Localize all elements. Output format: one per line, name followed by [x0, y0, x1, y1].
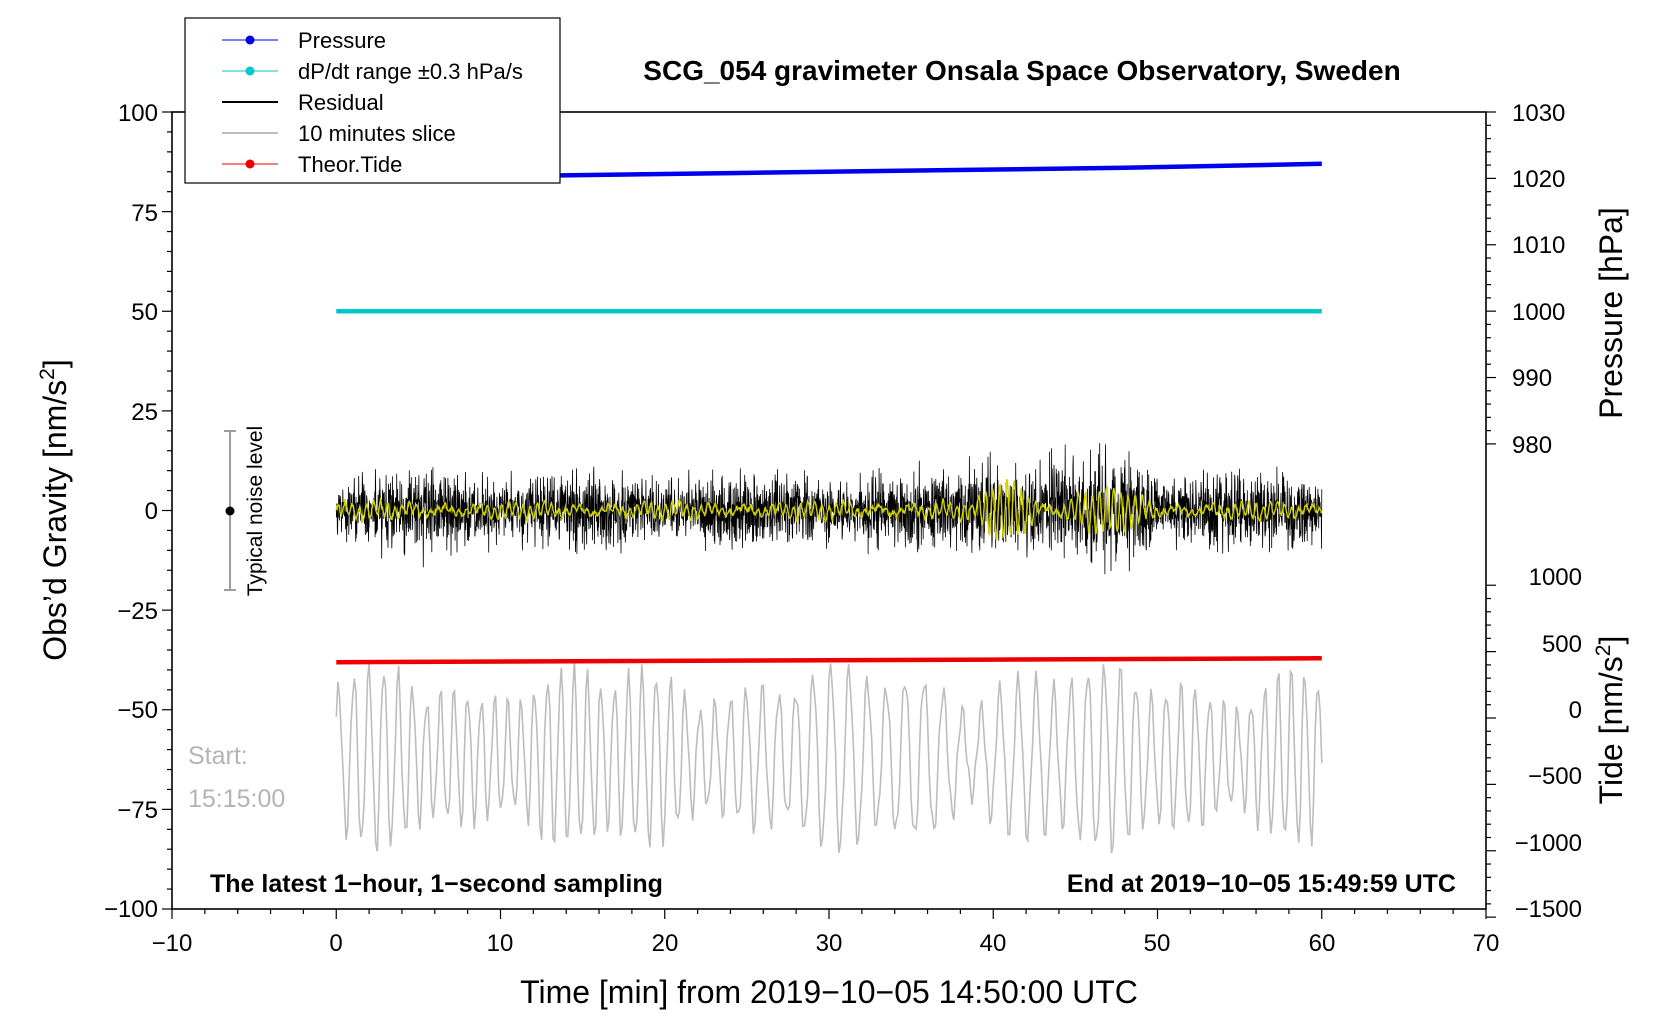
noise-center-dot	[225, 506, 235, 516]
x-tick-label: 10	[487, 930, 514, 957]
ticks-layer	[162, 111, 1496, 919]
legend-entry-slice: 10 minutes slice	[222, 121, 456, 146]
y-left-tick-label: 100	[118, 100, 158, 127]
legend-entry-tide: Theor.Tide	[222, 152, 402, 177]
legend-marker-pressure	[245, 35, 255, 45]
chart-title: SCG_054 gravimeter Onsala Space Observat…	[643, 55, 1400, 86]
x-tick-label: 70	[1473, 930, 1500, 957]
y-left-tick-label: −100	[104, 896, 158, 923]
pressure-tick-label: 1000	[1512, 299, 1565, 326]
pressure-tick-label: 1030	[1512, 100, 1565, 127]
pressure-tick-label: 1020	[1512, 166, 1565, 193]
x-tick-label: 50	[1144, 930, 1171, 957]
residual-filtered-series-line	[335, 478, 1323, 540]
x-tick-label: 0	[329, 930, 342, 957]
y-left-tick-label: −25	[117, 598, 158, 625]
y-pressure-tick-labels: 1030 1020 1010 1000 990 980	[1512, 100, 1565, 459]
y-left-tick-label: 0	[145, 498, 158, 525]
y-left-label-end: ]	[37, 359, 73, 368]
legend-label-tide: Theor.Tide	[298, 152, 402, 177]
y-left-tick-label: −75	[117, 797, 158, 824]
legend-entry-residual: Residual	[222, 90, 384, 115]
tide-tick-label: 1000	[1529, 564, 1582, 591]
y-left-tick-labels: 100 75 50 25 0 −25 −50 −75 −100	[104, 100, 158, 923]
tide-label-end: ]	[1593, 636, 1629, 645]
x-axis-label: Time [min] from 2019−10−05 14:50:00 UTC	[520, 974, 1138, 1010]
tide-tick-label: 0	[1569, 697, 1582, 724]
tide-label-main: Tide [nm/s	[1593, 656, 1629, 804]
y-left-tick-label: 75	[131, 200, 158, 227]
y-left-label-main: Obs’d Gravity [nm/s	[37, 380, 73, 661]
legend-marker-tide	[245, 159, 255, 169]
legend-marker-dpdt	[245, 66, 255, 76]
start-time: 15:15:00	[188, 785, 285, 813]
start-label: Start:	[188, 742, 248, 770]
legend-entry-pressure: Pressure	[222, 28, 386, 53]
legend-entry-dpdt: dP/dt range ±0.3 hPa/s	[222, 59, 523, 84]
y-left-tick-label: 25	[131, 399, 158, 426]
legend-label-residual: Residual	[298, 90, 384, 115]
y-left-tick-label: −50	[117, 697, 158, 724]
x-tick-label: 20	[652, 930, 679, 957]
tide-tick-label: 500	[1542, 631, 1582, 658]
legend-box	[184, 17, 561, 184]
y-left-label-sup: 2	[36, 368, 59, 380]
tide-tick-label: −1000	[1515, 830, 1582, 857]
pressure-axis-label: Pressure [hPa]	[1593, 207, 1629, 419]
pressure-tick-label: 1010	[1512, 232, 1565, 259]
y-left-tick-label: 50	[131, 299, 158, 326]
pressure-tick-label: 990	[1512, 365, 1552, 392]
pressure-tick-label: 980	[1512, 432, 1552, 459]
x-tick-labels: −10 0 10 20 30 40 50 60 70	[152, 930, 1500, 957]
tide-series-line	[336, 656, 1322, 665]
tide-tick-label: −1500	[1515, 896, 1582, 923]
noise-level-marker: Typical noise level	[224, 426, 267, 596]
footer-left-note: The latest 1−hour, 1−second sampling	[210, 870, 663, 898]
tide-label-sup: 2	[1592, 645, 1615, 657]
legend: Pressure dP/dt range ±0.3 hPa/s Residual…	[184, 17, 561, 184]
footer-right-note: End at 2019−10−05 15:49:59 UTC	[1067, 870, 1456, 898]
y-left-axis-label: Obs’d Gravity [nm/s2]	[36, 359, 73, 661]
legend-label-pressure: Pressure	[298, 28, 386, 53]
slice-series-line	[335, 660, 1323, 854]
noise-level-label: Typical noise level	[244, 426, 267, 596]
x-tick-label: 40	[980, 930, 1007, 957]
x-tick-label: 60	[1309, 930, 1336, 957]
legend-label-dpdt: dP/dt range ±0.3 hPa/s	[298, 59, 523, 84]
series-layer	[335, 161, 1323, 854]
legend-label-slice: 10 minutes slice	[298, 121, 456, 146]
tide-axis-label: Tide [nm/s2]	[1592, 636, 1629, 805]
x-tick-label: −10	[152, 930, 193, 957]
tide-tick-label: −500	[1528, 763, 1582, 790]
x-tick-label: 30	[816, 930, 843, 957]
y-tide-tick-labels: 1000 500 0 −500 −1000 −1500	[1515, 564, 1582, 923]
